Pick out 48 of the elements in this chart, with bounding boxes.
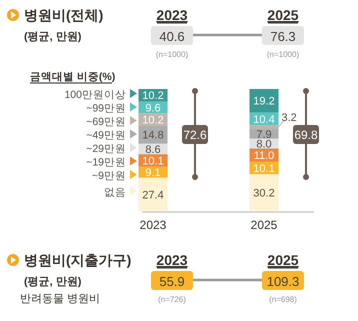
legend-label: ~99만원: [86, 102, 126, 114]
data-label: 3.2: [282, 112, 297, 124]
category-label: 2025: [267, 252, 299, 268]
data-label: 9.1: [145, 167, 161, 180]
data-label: 10.2: [142, 114, 164, 126]
data-label: 8.6: [145, 144, 161, 156]
category-label: 2023: [156, 252, 188, 268]
data-label: 109.3: [266, 274, 300, 289]
data-label: 30.2: [253, 188, 275, 200]
chart-title: 금액대별 비중(%): [30, 71, 116, 83]
legend-label: 없음: [104, 186, 126, 198]
data-label: 11.0: [254, 150, 274, 162]
data-label: 10.2: [142, 90, 164, 102]
data-label: 10.4: [253, 114, 275, 126]
category-label: 2023: [156, 7, 188, 23]
annotation: 69.8: [294, 128, 318, 142]
text: 반려동물 병원비: [20, 293, 100, 305]
bar: [250, 89, 278, 112]
data-label: 8.0: [256, 138, 272, 151]
data-label: 9.6: [145, 102, 161, 114]
data-label: 55.9: [159, 274, 185, 289]
annotation: 72.6: [183, 128, 207, 142]
text: (n=698): [269, 295, 298, 304]
bar: [138, 178, 168, 211]
legend-label: ~69만원: [86, 116, 126, 128]
text: (n=726): [158, 295, 186, 304]
data-label: 76.3: [270, 29, 296, 44]
data-label: 10.1: [253, 162, 275, 175]
data-label: 19.2: [253, 96, 275, 108]
text: (평균, 만원): [24, 31, 82, 43]
data-label: 7.9: [256, 128, 272, 141]
legend-label: ~49만원: [86, 130, 126, 142]
data-label: 14.8: [142, 130, 164, 142]
bar: [250, 174, 278, 211]
text: (평균, 만원): [24, 276, 82, 288]
text: (n=1000): [156, 50, 188, 59]
bar: [250, 125, 278, 130]
legend-label: ~9만원: [92, 170, 126, 182]
data-label: 40.6: [159, 29, 185, 44]
text: (n=1000): [266, 50, 300, 59]
data-label: 10.1: [142, 155, 164, 168]
legend-label: ~19만원: [86, 156, 126, 168]
legend-label: ~29만원: [86, 143, 126, 155]
text: 병원비(지출가구): [24, 252, 132, 268]
data-label: 27.4: [142, 189, 164, 202]
category-label: 2025: [267, 7, 299, 23]
text: 병원비(전체): [24, 7, 104, 23]
legend-label: 100만원이상: [64, 89, 126, 101]
